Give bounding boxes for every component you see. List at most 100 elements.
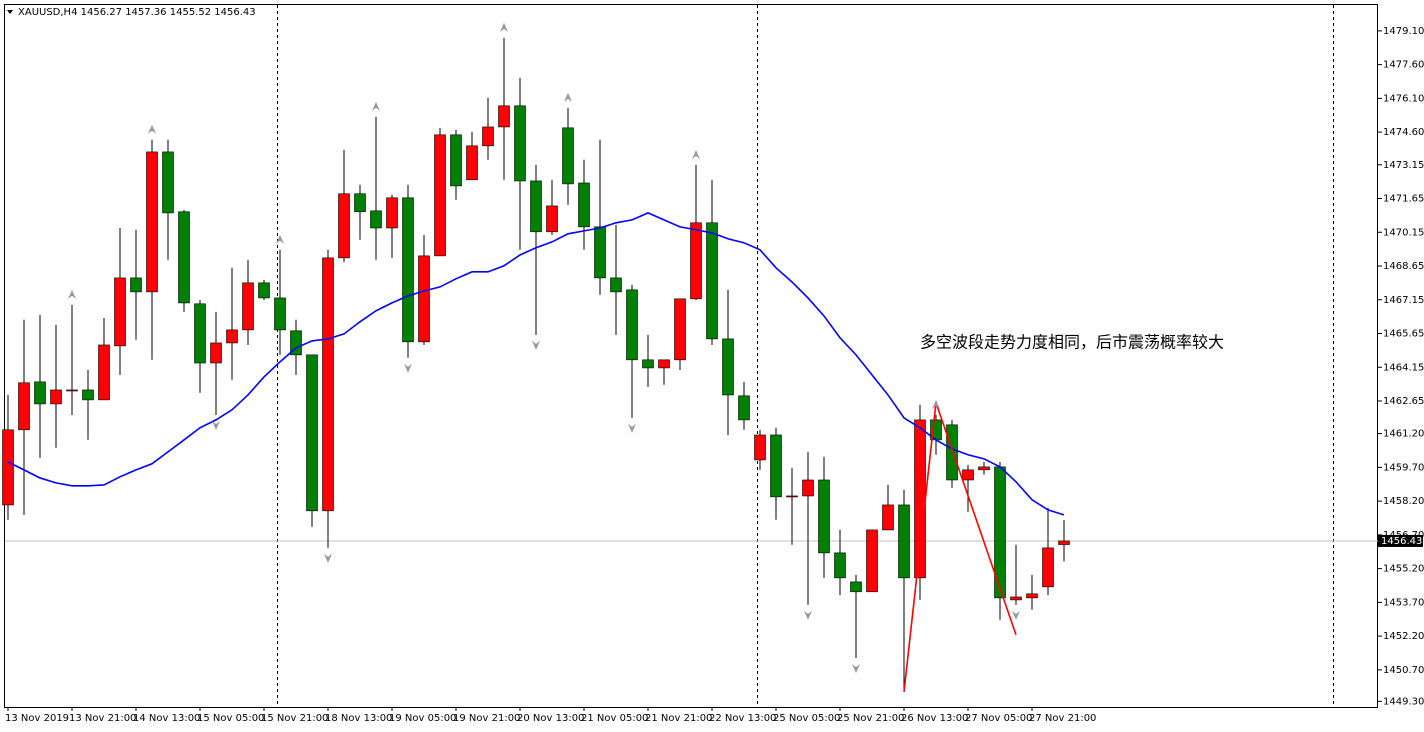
y-tick-label: 1468.65 [1383, 261, 1424, 272]
candle-body [162, 151, 174, 214]
x-tick-label: 18 Nov 13:00 [325, 713, 392, 724]
candle-body [242, 282, 254, 331]
x-tick-label: 25 Nov 21:00 [837, 713, 904, 724]
candle-body [130, 277, 142, 293]
candle-body [866, 529, 878, 593]
candle-body [66, 389, 78, 392]
y-tick-label: 1453.70 [1383, 597, 1424, 608]
candle-body [194, 303, 206, 364]
candle-body [274, 297, 286, 331]
y-tick-label: 1449.30 [1383, 696, 1424, 707]
candle-body [338, 193, 350, 259]
x-tick-label: 13 Nov 2019 [5, 713, 69, 724]
candle-body [802, 479, 814, 497]
y-tick-label: 1471.65 [1383, 194, 1424, 205]
candle-body [386, 197, 398, 229]
candle-body [578, 182, 590, 228]
candle-body [978, 466, 990, 471]
y-tick-label: 1470.15 [1383, 227, 1424, 238]
candle-body [306, 354, 318, 512]
candle-body [1042, 547, 1054, 588]
fractal-down [324, 553, 332, 563]
candle-body [322, 257, 334, 512]
candle-body [946, 424, 958, 481]
symbol: XAUUSD,H4 [18, 7, 77, 18]
candle-body [658, 359, 670, 369]
candle-body [2, 429, 14, 506]
candle-body [370, 210, 382, 229]
y-tick-label: 1467.15 [1383, 295, 1424, 306]
candle-body [786, 495, 798, 498]
y-tick-label: 1461.20 [1383, 429, 1424, 440]
y-tick-label: 1450.70 [1383, 665, 1424, 676]
candle-body [834, 552, 846, 579]
fractal-up [564, 92, 572, 102]
candle-body [1026, 593, 1038, 599]
candle-body [34, 381, 46, 405]
candle-body [354, 193, 366, 213]
y-tick-label: 1464.15 [1383, 362, 1424, 373]
candle-body [818, 479, 830, 554]
y-tick-label: 1465.65 [1383, 329, 1424, 340]
chart-header: XAUUSD,H4 1456.27 1457.36 1455.52 1456.4… [18, 7, 256, 18]
candle-body [546, 205, 558, 233]
last-low: 1455.52 [170, 7, 211, 18]
x-tick-label: 13 Nov 21:00 [69, 713, 136, 724]
moving-average [7, 212, 1065, 516]
candle-body [1010, 596, 1022, 601]
candle-body [962, 469, 974, 481]
candle-body [674, 298, 686, 361]
candle-body [418, 255, 430, 343]
fractal-up [276, 234, 284, 244]
candle-body [98, 344, 110, 401]
candle-body [258, 282, 270, 299]
y-tick-label: 1459.70 [1383, 462, 1424, 473]
candle-body [114, 277, 126, 347]
candle-body [594, 226, 606, 279]
candle-body [226, 329, 238, 344]
y-tick-label: 1473.15 [1383, 160, 1424, 171]
y-tick-label: 1455.20 [1383, 564, 1424, 575]
x-tick-label: 15 Nov 21:00 [261, 713, 328, 724]
fractal-up [692, 149, 700, 159]
x-tick-label: 19 Nov 05:00 [389, 713, 456, 724]
candle-body [754, 434, 766, 461]
last-high: 1457.36 [125, 7, 166, 18]
y-tick-label: 1452.20 [1383, 631, 1424, 642]
candle-body [642, 359, 654, 369]
candle-body [210, 342, 222, 364]
candle-body [626, 289, 638, 361]
candle-body [690, 222, 702, 300]
candle-body [850, 581, 862, 593]
x-tick-label: 21 Nov 21:00 [645, 713, 712, 724]
fractal-down [628, 423, 636, 433]
y-tick-label: 1474.60 [1383, 127, 1424, 138]
x-tick-label: 20 Nov 13:00 [517, 713, 584, 724]
candle-body [50, 389, 62, 405]
candle-body [738, 395, 750, 421]
fractal-down [532, 340, 540, 350]
annotation: 多空波段走势力度相同，后市震荡概率较大 [920, 333, 1224, 352]
x-tick-label: 27 Nov 05:00 [965, 713, 1032, 724]
candle-body [178, 211, 190, 304]
candle-body [146, 151, 158, 293]
fractal-up [372, 101, 380, 111]
current-price-box [1378, 534, 1423, 547]
fractal-down [804, 610, 812, 620]
candle-body [610, 277, 622, 293]
candle-body [1058, 540, 1070, 545]
candle-body [706, 222, 718, 340]
x-tick-label: 19 Nov 21:00 [453, 713, 520, 724]
menu-triangle[interactable] [7, 10, 13, 14]
x-tick-label: 27 Nov 21:00 [1029, 713, 1096, 724]
plot-frame [4, 4, 1378, 708]
x-tick-label: 25 Nov 05:00 [773, 713, 840, 724]
y-tick-label: 1476.10 [1383, 93, 1424, 104]
candle-body [290, 330, 302, 356]
last-open: 1456.27 [81, 7, 122, 18]
current-price-label: 1456.43 [1381, 536, 1422, 547]
candle-body [514, 105, 526, 182]
y-tick-label: 1462.65 [1383, 396, 1424, 407]
